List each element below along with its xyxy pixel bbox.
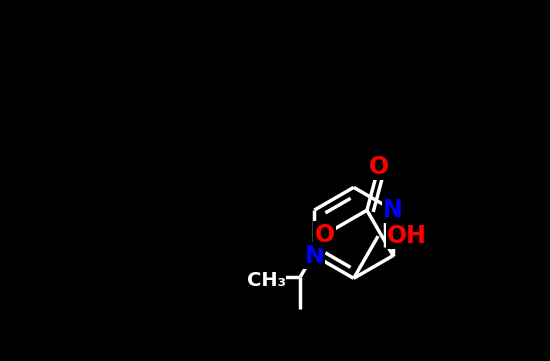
Text: CH₃: CH₃ xyxy=(247,271,286,290)
Text: O: O xyxy=(315,223,335,247)
Text: OH: OH xyxy=(387,224,427,248)
Text: N: N xyxy=(383,198,403,222)
Text: O: O xyxy=(368,155,389,179)
Text: N: N xyxy=(305,244,324,268)
